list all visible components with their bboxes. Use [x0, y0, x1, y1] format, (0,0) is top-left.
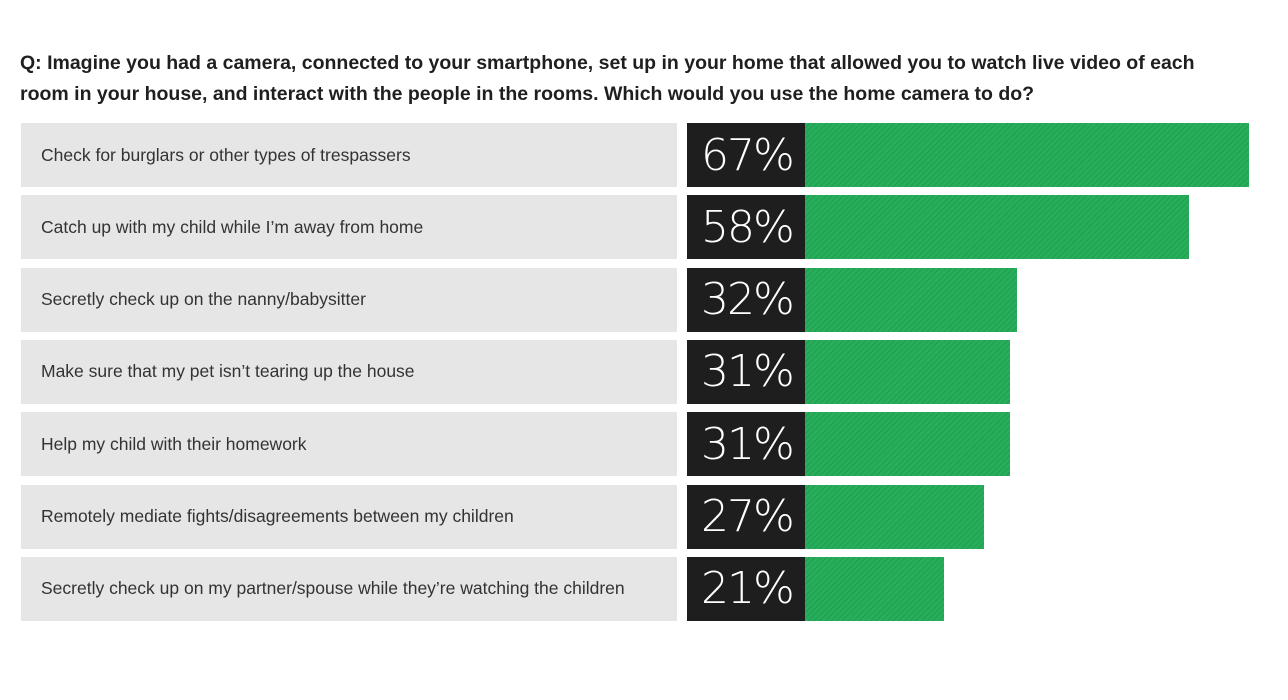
bar-row: Catch up with my child while I’m away fr… [0, 195, 1288, 260]
bar-row: Help my child with their homework 31% [0, 412, 1288, 477]
bar-row: Secretly check up on my partner/spouse w… [0, 556, 1288, 621]
category-label: Secretly check up on my partner/spouse w… [21, 556, 677, 621]
bar [805, 412, 1010, 477]
value-label: 21% [687, 556, 805, 621]
category-label: Secretly check up on the nanny/babysitte… [21, 267, 677, 332]
bar [805, 123, 1249, 187]
value-label: 31% [687, 412, 805, 477]
bar [805, 484, 984, 549]
category-label: Remotely mediate fights/disagreements be… [21, 484, 677, 549]
value-label: 67% [687, 123, 805, 187]
category-label: Make sure that my pet isn’t tearing up t… [21, 339, 677, 404]
category-label: Catch up with my child while I’m away fr… [21, 195, 677, 260]
bar [805, 339, 1010, 404]
bar [805, 267, 1017, 332]
bar-row: Check for burglars or other types of tre… [0, 123, 1288, 187]
bar-row: Secretly check up on the nanny/babysitte… [0, 267, 1288, 332]
category-label: Check for burglars or other types of tre… [21, 123, 677, 187]
bar-row: Remotely mediate fights/disagreements be… [0, 484, 1288, 549]
bar [805, 556, 944, 621]
value-label: 31% [687, 339, 805, 404]
bar-row: Make sure that my pet isn’t tearing up t… [0, 339, 1288, 404]
category-label: Help my child with their homework [21, 412, 677, 477]
value-label: 27% [687, 484, 805, 549]
value-label: 58% [687, 195, 805, 260]
value-label: 32% [687, 267, 805, 332]
question-title: Q: Imagine you had a camera, connected t… [20, 52, 1195, 105]
bar [805, 195, 1189, 260]
